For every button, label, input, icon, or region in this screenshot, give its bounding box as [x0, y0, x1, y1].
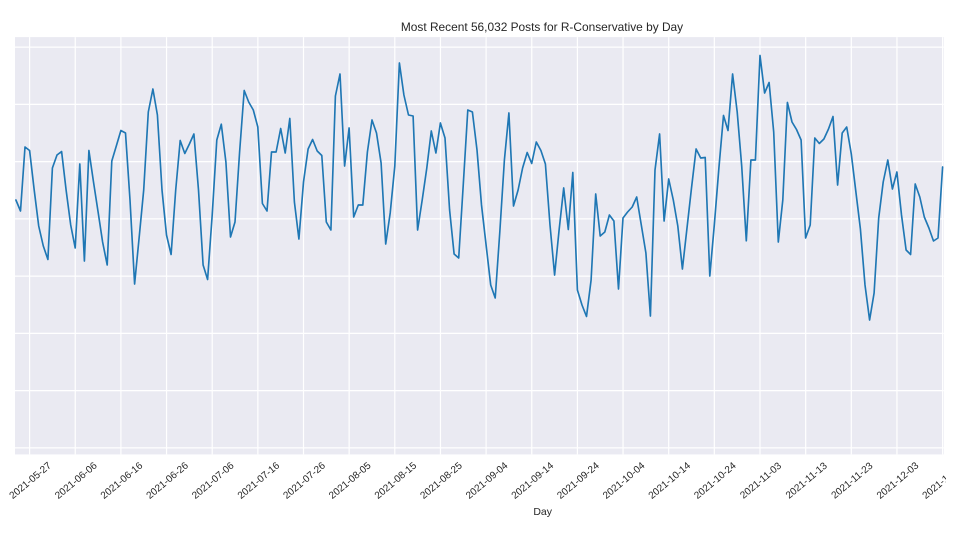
svg-text:Day: Day: [533, 506, 552, 518]
svg-text:Most Recent 56,032 Posts for R: Most Recent 56,032 Posts for R-Conservat…: [401, 20, 683, 34]
